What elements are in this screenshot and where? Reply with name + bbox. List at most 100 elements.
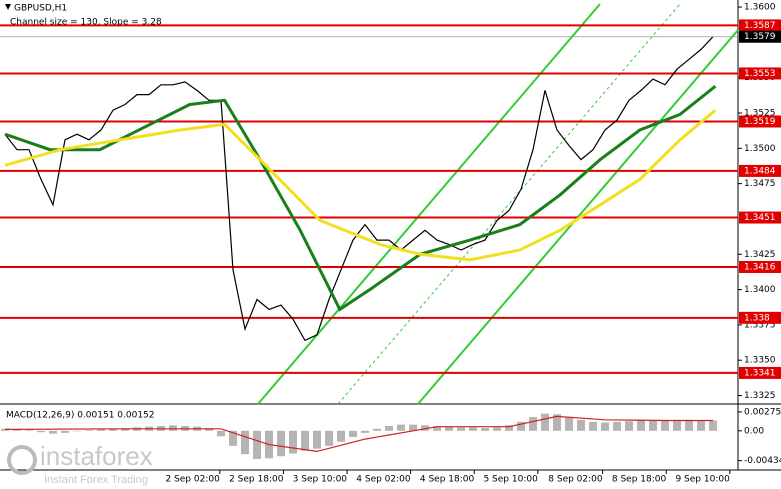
level-label-box (739, 19, 781, 32)
x-tick-label: 5 Sep 10:00 (483, 475, 538, 485)
macd-bar (469, 427, 478, 431)
macd-bar (49, 430, 58, 434)
macd-bar (493, 427, 502, 431)
macd-bar (73, 430, 82, 432)
y-tick-label: 1.3475 (744, 179, 776, 189)
macd-bar (301, 430, 310, 451)
chart-subtitle: Channel size = 130, Slope = 3.28 (10, 18, 162, 28)
macd-bar (697, 420, 706, 431)
macd-bar (313, 430, 322, 449)
macd-bar (517, 421, 526, 431)
level-label-box (739, 311, 781, 324)
macd-bar (601, 422, 610, 431)
macd-bar (253, 430, 262, 459)
symbol-icon (5, 4, 11, 10)
macd-bar (673, 419, 682, 431)
logo-mark (7, 445, 37, 475)
level-label-box (739, 67, 781, 80)
y-tick-label: 1.3425 (744, 250, 776, 260)
y-tick-label: 1.3325 (744, 391, 776, 401)
y-tick-label: -0.00434 (744, 456, 781, 466)
x-tick-label: 9 Sep 10:00 (675, 475, 730, 485)
macd-bar (37, 430, 46, 433)
macd-bar (349, 430, 358, 437)
macd-bar (217, 430, 226, 437)
moving-average (4, 109, 717, 262)
x-tick-label: 3 Sep 10:00 (293, 475, 348, 485)
logo-tagline: Instant Forex Trading (44, 474, 148, 486)
macd-bar (421, 425, 430, 431)
level-label: 1.3519 (744, 117, 776, 127)
y-tick-label: 1.3350 (744, 356, 776, 366)
macd-bar (625, 421, 634, 431)
macd-bar (577, 419, 586, 431)
macd-bar (409, 424, 418, 431)
macd-bar (205, 428, 214, 431)
macd-bar (649, 420, 658, 431)
macd-bar (385, 426, 394, 431)
current-price-label: 1.3579 (744, 32, 776, 42)
level-label: 1.3341 (744, 368, 776, 378)
y-tick-label: 0.00 (744, 426, 764, 436)
macd-bar (433, 426, 442, 431)
macd-panel: 0.00275 0.00 -0.00434 (1, 407, 781, 466)
y-tick-label: 1.3600 (744, 3, 776, 13)
x-tick-label: 8 Sep 02:00 (548, 475, 603, 485)
macd-bar (397, 424, 406, 431)
level-label: 1.338 (744, 313, 770, 323)
macd-bar (61, 430, 70, 433)
macd-bar (361, 430, 370, 433)
macd-bar (337, 430, 346, 442)
channel-midline (337, 3, 681, 405)
x-tick-label: 4 Sep 18:00 (420, 475, 475, 485)
macd-bar (109, 428, 118, 431)
macd-bar (481, 428, 490, 431)
macd-bar (589, 421, 598, 431)
macd-bar (505, 425, 514, 431)
macd-bar (277, 430, 286, 457)
y-tick-label: 1.3500 (744, 144, 776, 154)
level-label-box (739, 115, 781, 128)
level-label: 1.3553 (744, 69, 776, 79)
macd-bar (85, 430, 94, 431)
macd-bar (25, 430, 34, 431)
macd-signal (4, 415, 713, 453)
y-tick-label: 0.00275 (744, 407, 781, 417)
macd-bar (529, 417, 538, 431)
level-label: 1.3484 (744, 166, 776, 176)
macd-bar (541, 413, 550, 431)
current-price-box (739, 30, 781, 43)
macd-bar (325, 430, 334, 446)
y-tick-label: 1.3525 (744, 109, 776, 119)
macd-bar (709, 420, 718, 431)
price-line (4, 36, 714, 342)
macd-bar (169, 425, 178, 431)
macd-bar (241, 430, 250, 455)
level-label-box (739, 211, 781, 224)
level-label: 1.3587 (744, 21, 776, 31)
macd-bar (565, 417, 574, 431)
macd-bar (445, 426, 454, 431)
chart-title: GBPUSD,H1 (14, 4, 67, 14)
level-label-box (739, 260, 781, 273)
x-tick-label: 4 Sep 02:00 (356, 475, 411, 485)
logo: instaforex Instant Forex Trading (7, 441, 153, 486)
channel-line (257, 3, 601, 405)
macd-title: MACD(12,26,9) 0.00151 0.00152 (6, 411, 155, 421)
main-panel: 1.36001.35501.35251.35001.34751.34251.34… (0, 3, 781, 485)
macd-bar (685, 419, 694, 431)
macd-bar (13, 429, 22, 431)
macd-bar (613, 421, 622, 431)
macd-bar (121, 428, 130, 431)
macd-bar (289, 430, 298, 454)
macd-bar (97, 429, 106, 431)
x-tick-label: 2 Sep 18:00 (229, 475, 284, 485)
macd-bar (661, 419, 670, 431)
macd-bar (229, 430, 238, 446)
level-label: 1.3451 (744, 213, 776, 223)
y-tick-label: 1.3400 (744, 285, 776, 295)
x-tick-label: 2 Sep 02:00 (165, 475, 220, 485)
level-label: 1.3416 (744, 262, 776, 272)
macd-bar (637, 420, 646, 431)
